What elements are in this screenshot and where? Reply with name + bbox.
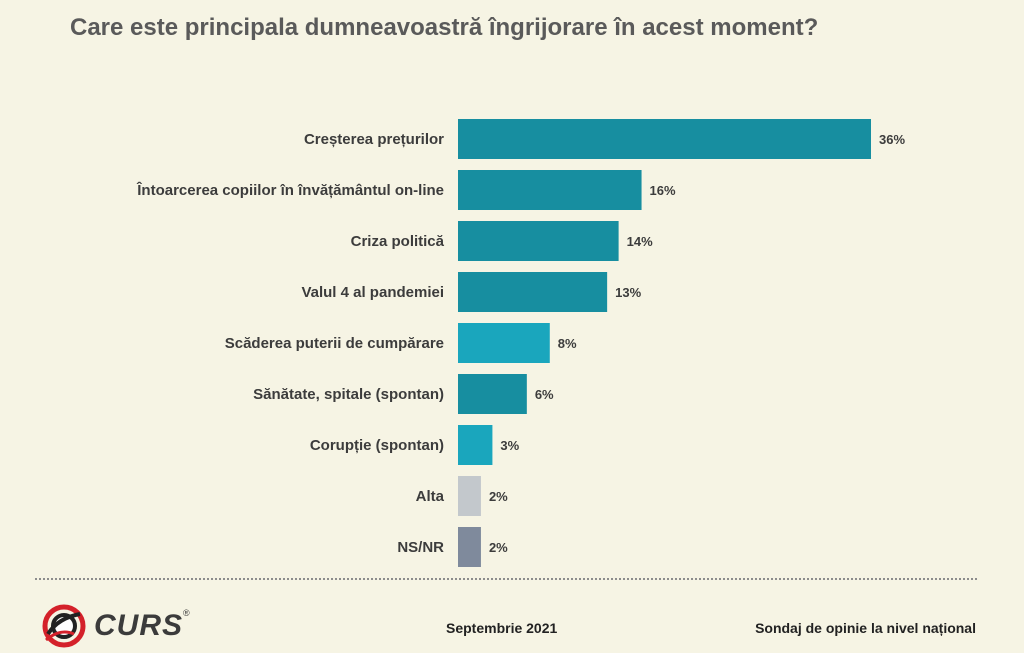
bar: [458, 476, 481, 516]
bar: [458, 119, 871, 159]
value-label: 2%: [489, 489, 508, 504]
footer-divider: [35, 578, 977, 580]
category-label: Sănătate, spitale (spontan): [253, 386, 444, 403]
value-label: 14%: [627, 234, 653, 249]
curs-logo: CURS ®: [40, 604, 190, 648]
bar: [458, 221, 619, 261]
footer-date: Septembrie 2021: [446, 620, 558, 636]
category-label: Scăderea puterii de cumpărare: [225, 335, 444, 352]
bar: [458, 170, 642, 210]
category-label: NS/NR: [397, 539, 444, 556]
curs-logo-icon: [42, 604, 86, 648]
chart-title: Care este principala dumneavoastră îngri…: [70, 14, 819, 41]
category-label: Valul 4 al pandemiei: [301, 284, 444, 301]
value-label: 6%: [535, 387, 554, 402]
value-label: 13%: [615, 285, 641, 300]
value-label: 16%: [650, 183, 676, 198]
footer-source: Sondaj de opinie la nivel național: [755, 620, 976, 636]
category-label: Corupție (spontan): [310, 437, 444, 454]
category-label: Creșterea prețurilor: [304, 131, 444, 148]
bar: [458, 323, 550, 363]
bar: [458, 272, 608, 312]
value-label: 2%: [489, 540, 508, 555]
category-label: Alta: [416, 488, 445, 505]
category-label: Întoarcerea copiilor în învățământul on-…: [136, 181, 444, 199]
bar: [458, 374, 527, 414]
value-label: 3%: [500, 438, 519, 453]
bar: [458, 425, 493, 465]
logo-registered-mark: ®: [183, 608, 190, 618]
logo-text: CURS: [94, 609, 184, 642]
category-label: Criza politică: [351, 233, 445, 250]
value-label: 8%: [558, 336, 577, 351]
bar: [458, 527, 481, 567]
value-label: 36%: [879, 132, 905, 147]
